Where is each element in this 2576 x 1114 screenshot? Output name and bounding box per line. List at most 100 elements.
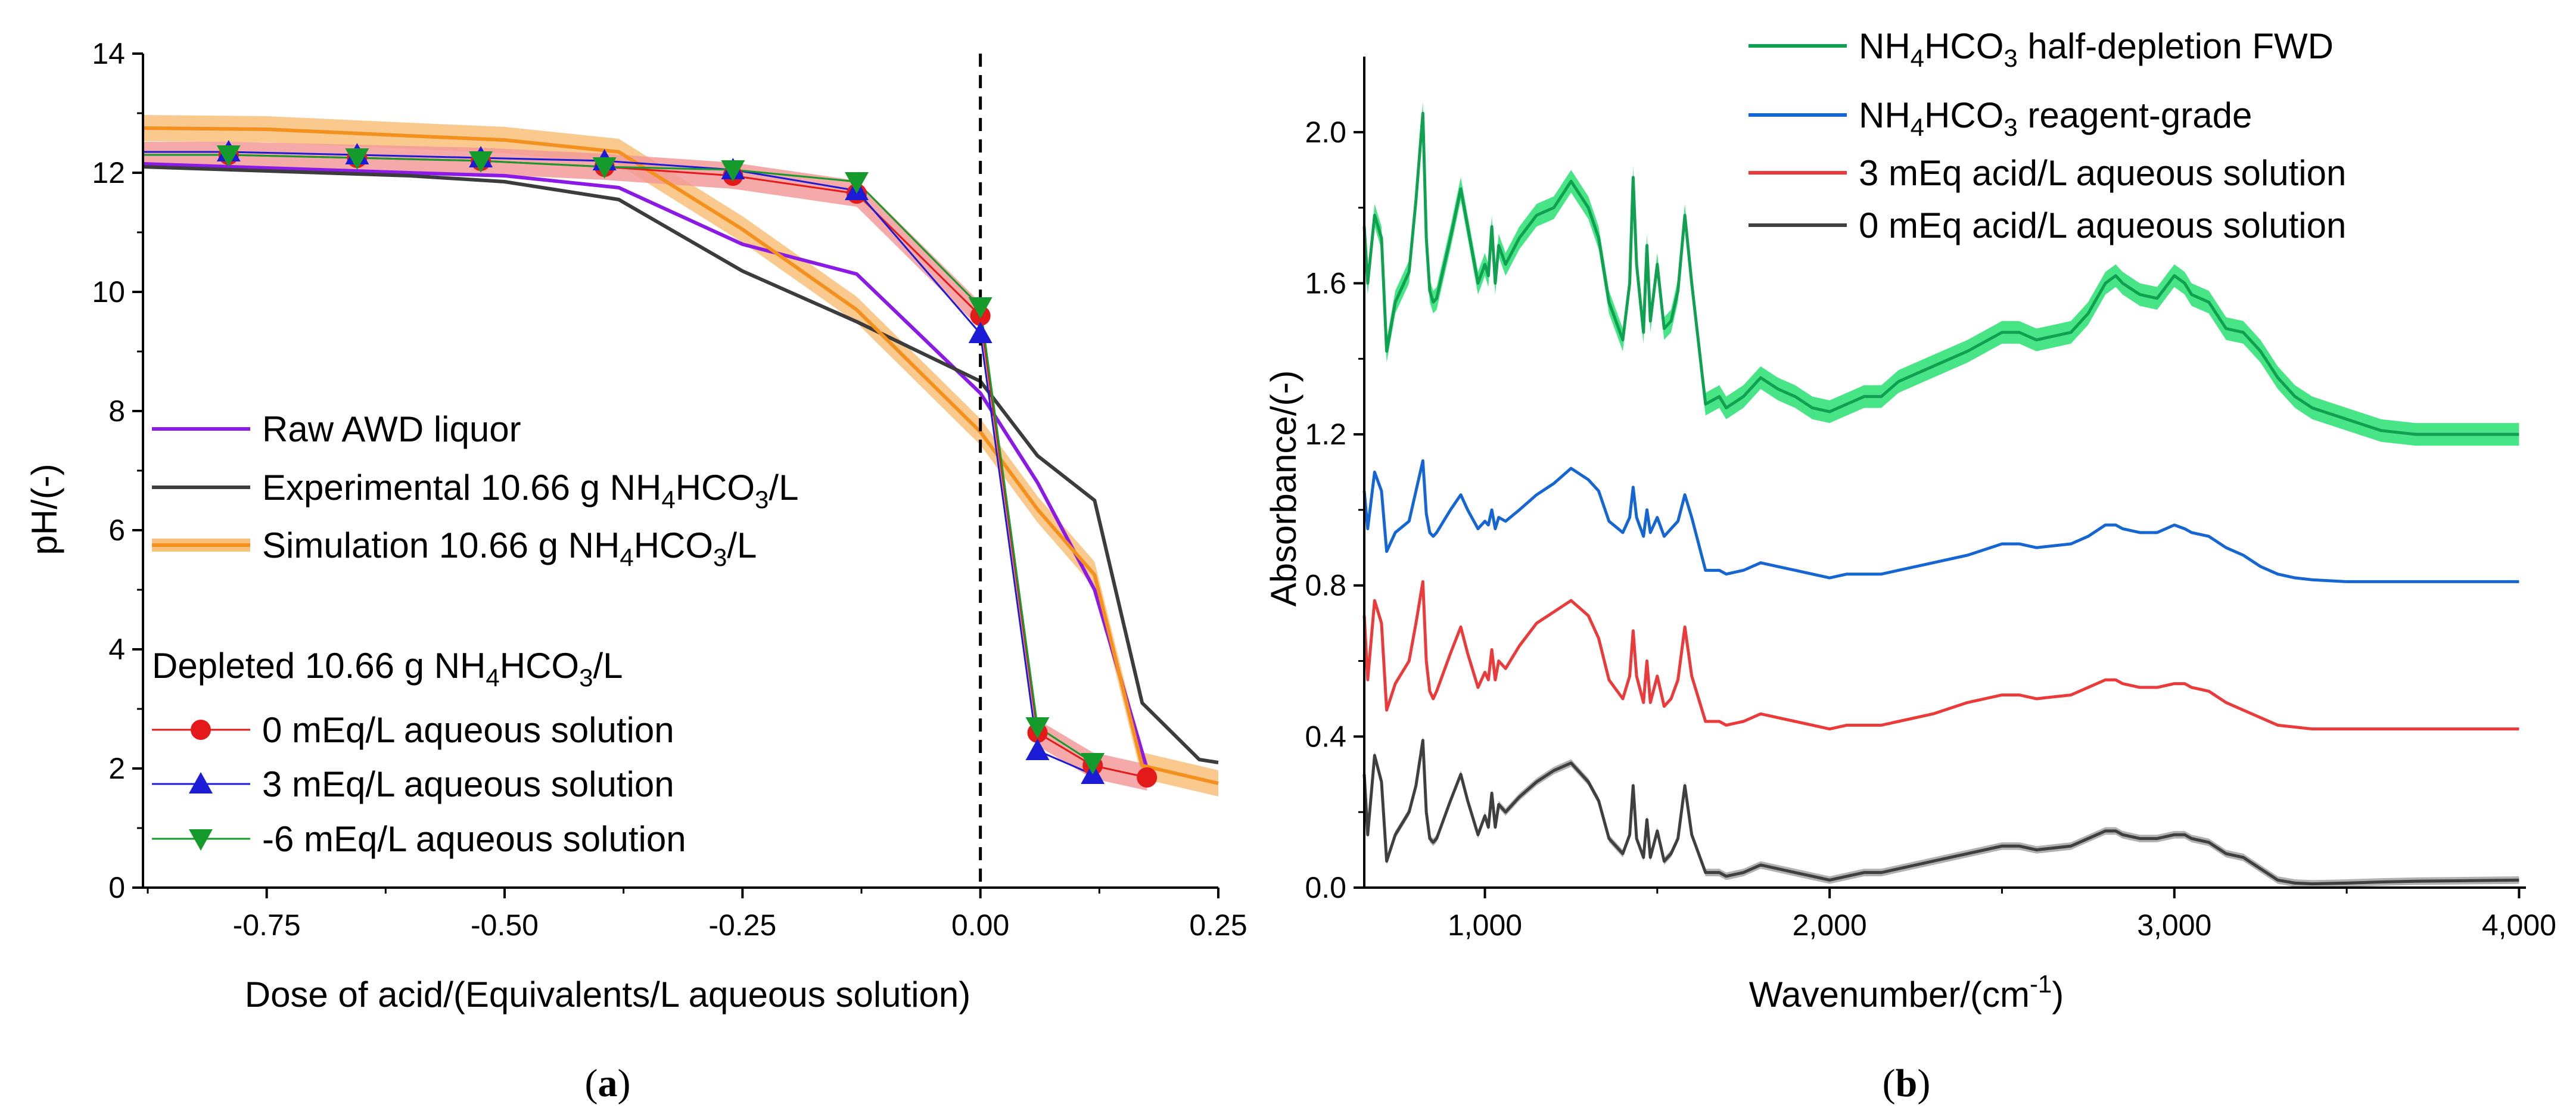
a-tick-labels: -0.75 -0.50 -0.25 0.00 0.25 0 2 4 6 8 10 12 14 bbox=[92, 37, 1247, 942]
b-axes bbox=[1354, 57, 2526, 898]
b-band-0-meq-acid-l-aqueous-solution bbox=[1364, 736, 2519, 888]
b-legend-fwd-label: NH4HCO3 half-depletion FWD bbox=[1859, 26, 2334, 72]
b-line-nh4hco3-half-depletion-fwd bbox=[1362, 111, 2519, 436]
a-line-3-meq-l-aqueous-solution bbox=[143, 151, 1093, 776]
b-caption-open: ( bbox=[1883, 1062, 1896, 1105]
b-y-tick-label: 1.2 bbox=[1305, 418, 1346, 451]
a-legend-s0-label: 0 mEq/L aqueous solution bbox=[262, 710, 674, 750]
a-x-tick-label: -0.75 bbox=[233, 908, 301, 942]
a-legend-raw-label: Raw AWD liquor bbox=[262, 409, 521, 449]
b-legend-rg-text: NH bbox=[1859, 95, 1911, 135]
b-x-axis-label-text: Wavenumber/(cm bbox=[1749, 975, 2030, 1015]
a-legend: Raw AWD liquor Experimental 10.66 g NH4H… bbox=[152, 409, 798, 859]
b-legend-rg-text2: HCO bbox=[1924, 95, 2003, 135]
b-x-axis-label-close: ) bbox=[2052, 975, 2064, 1015]
a-x-tick-label: -0.50 bbox=[471, 908, 539, 942]
a-band-0-meq-l-aqueous-solution bbox=[143, 142, 1147, 791]
a-marker-6-meq-l-aqueous-solution-6 bbox=[845, 172, 869, 194]
a-legend-s3-marker bbox=[189, 772, 213, 794]
a-legend-sim-text2: HCO bbox=[634, 525, 713, 565]
b-y-tick-label: 0.4 bbox=[1305, 720, 1346, 753]
b-legend-acid3-label: 3 mEq acid/L aqueous solution bbox=[1859, 153, 2346, 193]
b-spectra-lines bbox=[1362, 111, 2519, 886]
a-marker-6-meq-l-aqueous-solution-3 bbox=[469, 151, 493, 173]
b-line-0-meq-acid-l-aqueous-solution bbox=[1362, 739, 2519, 886]
a-legend-exp-sub2: 3 bbox=[755, 486, 769, 514]
chart-panel-a: -0.75 -0.50 -0.25 0.00 0.25 0 2 4 6 8 10 12 14 Dose … bbox=[24, 37, 1247, 1105]
a-legend-s0-marker bbox=[191, 720, 211, 740]
a-legend-sim-tail: /L bbox=[727, 525, 757, 565]
a-y-tick-label: 2 bbox=[108, 752, 125, 785]
b-legend-fwd-text: NH bbox=[1859, 26, 1911, 66]
b-legend-fwd-sub: 4 bbox=[1911, 44, 1924, 72]
b-y-tick-label: 0.8 bbox=[1305, 569, 1346, 602]
b-x-tick-label: 3,000 bbox=[2137, 908, 2211, 942]
b-legend-fwd-text2: HCO bbox=[1924, 26, 2003, 66]
b-x-tick-label: 2,000 bbox=[1793, 908, 1867, 942]
a-y-tick-label: 10 bbox=[92, 275, 125, 309]
a-line-raw-awd-liquor bbox=[142, 162, 1149, 769]
a-caption-open: ( bbox=[585, 1062, 598, 1105]
a-legend-s3-label: 3 mEq/L aqueous solution bbox=[262, 764, 674, 804]
a-y-tick-label: 0 bbox=[108, 871, 125, 904]
a-legend-group-title: Depleted 10.66 g NH4HCO3/L bbox=[152, 646, 623, 692]
a-caption-close: ) bbox=[618, 1062, 631, 1105]
a-band-simulation-10-66-g-nh4hco3-l bbox=[143, 115, 1218, 796]
b-legend-rg-tail: reagent-grade bbox=[2018, 95, 2253, 135]
a-marker-6-meq-l-aqueous-solution-1 bbox=[216, 145, 241, 167]
a-legend-exp-sub: 4 bbox=[661, 486, 675, 514]
b-y-tick-label: 0.0 bbox=[1305, 871, 1346, 904]
a-x-axis-label: Dose of acid/(Equivalents/L aqueous solu… bbox=[245, 975, 971, 1015]
a-marker-6-meq-l-aqueous-solution-7 bbox=[968, 297, 993, 319]
a-legend-group-tail: /L bbox=[593, 646, 623, 686]
b-legend-acid0-label: 0 mEq acid/L aqueous solution bbox=[1859, 206, 2346, 245]
b-x-axis-label-sup: -1 bbox=[2030, 970, 2052, 998]
a-legend-sim-sub: 4 bbox=[620, 543, 633, 571]
a-marker-6-meq-l-aqueous-solution-8 bbox=[1025, 717, 1050, 739]
a-y-tick-label: 14 bbox=[92, 37, 125, 70]
b-legend-rg-sub2: 3 bbox=[2003, 113, 2017, 141]
a-axes bbox=[132, 52, 1219, 898]
a-y-tick-label: 12 bbox=[92, 156, 125, 189]
b-legend-fwd-sub2: 3 bbox=[2003, 44, 2017, 72]
a-legend-sim-sub2: 3 bbox=[713, 543, 727, 571]
a-x-tick-label: -0.25 bbox=[708, 908, 776, 942]
b-x-axis-label: Wavenumber/(cm-1) bbox=[1749, 970, 2064, 1015]
a-legend-group-sub2: 3 bbox=[579, 664, 593, 692]
b-caption-close: ) bbox=[1917, 1062, 1930, 1105]
a-y-tick-label: 6 bbox=[108, 514, 125, 547]
a-panel-caption: (a) bbox=[585, 1062, 631, 1105]
a-legend-exp-text2: HCO bbox=[676, 468, 755, 508]
a-marker-6-meq-l-aqueous-solution-5 bbox=[721, 160, 745, 182]
a-legend-group-sub: 4 bbox=[486, 664, 499, 692]
b-legend-fwd-tail: half-depletion FWD bbox=[2018, 26, 2334, 66]
a-line-6-meq-l-aqueous-solution bbox=[143, 154, 1093, 764]
a-marker-6-meq-l-aqueous-solution-2 bbox=[345, 148, 369, 170]
a-marker-6-meq-l-aqueous-solution-9 bbox=[1081, 753, 1105, 774]
b-legend: NH4HCO3 half-depletion FWD NH4HCO3 reage… bbox=[1749, 26, 2346, 245]
b-legend-rg-label: NH4HCO3 reagent-grade bbox=[1859, 95, 2252, 141]
chart-panel-b: 1,000 2,000 3,000 4,000 0.0 0.4 0.8 1.2 1.6 2.0 W… bbox=[1264, 26, 2556, 1105]
a-y-tick-label: 8 bbox=[108, 394, 125, 428]
a-legend-group-text2: HCO bbox=[500, 646, 579, 686]
a-legend-sm6-label: -6 mEq/L aqueous solution bbox=[262, 819, 686, 859]
a-legend-exp-tail: /L bbox=[769, 468, 798, 508]
b-y-axis-label: Absorbance/(-) bbox=[1264, 371, 1303, 607]
a-x-tick-label: 0.00 bbox=[951, 908, 1009, 942]
b-panel-caption: (b) bbox=[1883, 1062, 1931, 1105]
a-x-tick-label: 0.25 bbox=[1189, 908, 1247, 942]
b-tick-labels: 1,000 2,000 3,000 4,000 0.0 0.4 0.8 1.2 1.6 2.0 bbox=[1305, 116, 2556, 942]
b-line-3-meq-acid-l-aqueous-solution bbox=[1362, 580, 2519, 731]
a-line-simulation-10-66-g-nh4hco3-l bbox=[142, 126, 1219, 785]
a-legend-sim-label: Simulation 10.66 g NH4HCO3/L bbox=[262, 525, 757, 571]
a-confidence-bands bbox=[143, 115, 1218, 796]
a-legend-sm6-marker bbox=[189, 829, 213, 851]
a-marker-6-meq-l-aqueous-solution-4 bbox=[592, 157, 617, 179]
b-legend-rg-sub: 4 bbox=[1911, 113, 1924, 141]
a-legend-exp-text: Experimental 10.66 g NH bbox=[262, 468, 661, 508]
a-legend-exp-label: Experimental 10.66 g NH4HCO3/L bbox=[262, 468, 798, 514]
a-y-axis-label: pH/(-) bbox=[24, 463, 64, 555]
a-line-experimental-10-66-g-nh4hco3-l bbox=[142, 165, 1219, 764]
b-y-tick-label: 1.6 bbox=[1305, 266, 1346, 300]
